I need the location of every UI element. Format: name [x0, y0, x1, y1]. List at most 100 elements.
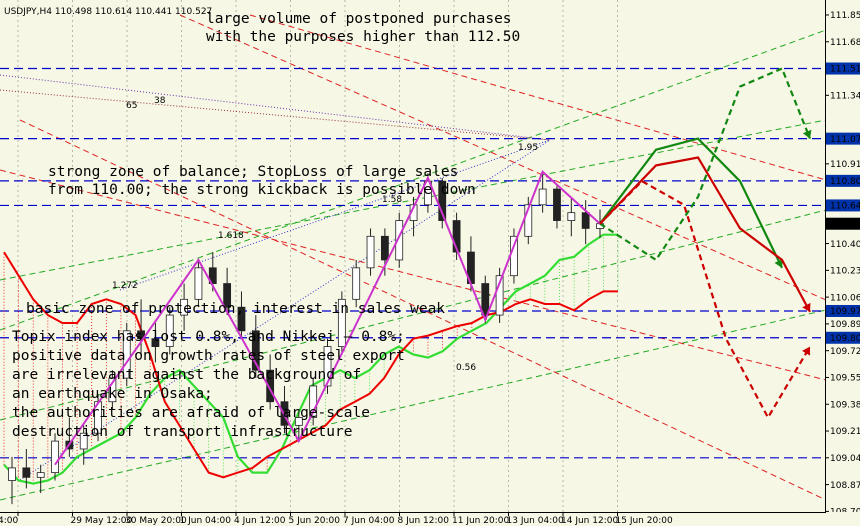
annotation-purchases: large volume of postponed purchases with…	[206, 11, 521, 45]
price-tick-label: 110.530	[830, 220, 860, 230]
time-tick-label: 8 Jun 12:00	[398, 516, 450, 526]
forecast-arrowhead	[802, 302, 811, 312]
price-tick-label: 110.646	[830, 202, 860, 212]
annotation-balance-zone: strong zone of balance; StopLoss of larg…	[48, 164, 476, 198]
candle-body	[137, 330, 145, 340]
fib-line	[0, 74, 551, 141]
zigzag-line	[54, 169, 601, 466]
candle-body	[567, 212, 576, 221]
candle-body	[165, 314, 174, 347]
price-badge	[826, 132, 860, 145]
price-badge	[826, 331, 860, 344]
candle-body	[481, 283, 490, 316]
fib-label: 1.58	[382, 195, 402, 205]
price-tick-label: 109.384	[830, 400, 860, 410]
fib-labels: 1.618 1.95 1.58 0.56 1.272 65 38	[112, 96, 538, 373]
fib-label: 65	[126, 101, 137, 111]
forecast-arrowhead	[802, 129, 812, 139]
price-tick-label: 111.855	[830, 11, 860, 21]
time-tick-label: 13 Jun 04:00	[507, 516, 564, 526]
candle-body	[294, 417, 303, 426]
forecast-path	[599, 67, 812, 262]
channel-line	[0, 29, 827, 331]
candle-body	[524, 204, 533, 237]
fib-label: 1.618	[218, 231, 244, 241]
price-tick-label: 109.214	[830, 427, 860, 437]
forecast-arrowhead	[774, 258, 783, 268]
price-badge	[826, 174, 860, 187]
candle-body	[581, 212, 590, 229]
price-badge	[826, 304, 860, 317]
channel-line	[19, 119, 827, 501]
candle-body	[510, 235, 518, 277]
channel-line	[0, 119, 827, 281]
candle-body	[380, 235, 389, 261]
candle-body	[452, 220, 461, 253]
candle-body	[8, 467, 16, 481]
candle-body	[424, 180, 432, 206]
forecast-path	[599, 179, 811, 420]
price-tick-label: 111.070	[830, 135, 860, 145]
time-tick-label: 5 Jun 20:00	[289, 516, 341, 526]
time-tick-label: 7 Jun 04:00	[343, 516, 395, 526]
fib-line	[119, 139, 551, 291]
candle-body	[208, 267, 217, 284]
price-tick-label: 111.515	[830, 65, 860, 75]
forecast-path	[599, 137, 783, 269]
fib-label: 1.95	[518, 143, 538, 153]
vertical-grid	[17, 0, 618, 512]
fib-line	[0, 89, 551, 141]
price-axis: 111.855 111.685 111.515 111.345 111.070 110.9…	[826, 11, 860, 518]
channel-line	[179, 14, 827, 301]
channel-line	[0, 209, 827, 421]
time-tick-label: 15 Jun 20:00	[616, 516, 673, 526]
fib-label: 1.272	[112, 281, 138, 291]
candle-body	[309, 385, 318, 418]
price-badge	[826, 199, 860, 212]
candle-body	[395, 220, 404, 261]
time-tick-label: 30 May 20:00	[125, 516, 187, 526]
candle-body	[51, 440, 59, 474]
channel-line	[0, 169, 827, 381]
symbol-header: USDJPY,H4 110.498 110.614 110.441 110.52…	[4, 7, 212, 17]
candle-body	[251, 330, 260, 371]
price-tick-label: 108.874	[830, 481, 860, 491]
cloud-span-red	[3, 251, 618, 479]
fib-label: 38	[154, 96, 166, 106]
candle-body	[538, 188, 547, 206]
candle-body	[366, 235, 375, 269]
forecast-arrowhead	[802, 346, 811, 356]
candle-body	[223, 283, 232, 308]
price-tick-label: 111.345	[830, 92, 860, 102]
price-badge	[826, 62, 860, 75]
candle-body	[36, 472, 45, 478]
price-tick-label: 109.724	[830, 347, 860, 357]
time-tick-label: 4 Jun 12:00	[234, 516, 286, 526]
price-axis-panel	[826, 0, 860, 512]
time-tick-label: 11 Jun 20:00	[452, 516, 509, 526]
channel-line	[0, 309, 827, 501]
time-tick-label: 4:00	[0, 516, 18, 526]
time-axis-panel	[0, 512, 860, 526]
candle-body	[108, 377, 117, 403]
price-tick-label: 110.234	[830, 267, 860, 277]
price-tick-label: 110.404	[830, 240, 860, 250]
zigzag-path	[54, 169, 601, 466]
candle-body	[337, 298, 346, 347]
price-tick-label: 110.910	[830, 160, 860, 170]
price-badge	[826, 217, 860, 230]
annotation-topix-nikkei: Topix index has lost 0.8%, and Nikkei — …	[12, 329, 405, 440]
candle-body	[352, 267, 361, 300]
candle-body	[266, 369, 275, 403]
candle-body	[553, 188, 561, 221]
candle-body	[79, 432, 88, 450]
price-tick-label: 109.976	[830, 307, 860, 317]
candle-body	[323, 346, 332, 387]
candle-body	[122, 330, 131, 379]
price-tick-label: 111.685	[830, 38, 860, 48]
forecast-path	[599, 156, 811, 313]
candle-body	[438, 180, 447, 221]
fib-label: 0.56	[456, 363, 476, 373]
